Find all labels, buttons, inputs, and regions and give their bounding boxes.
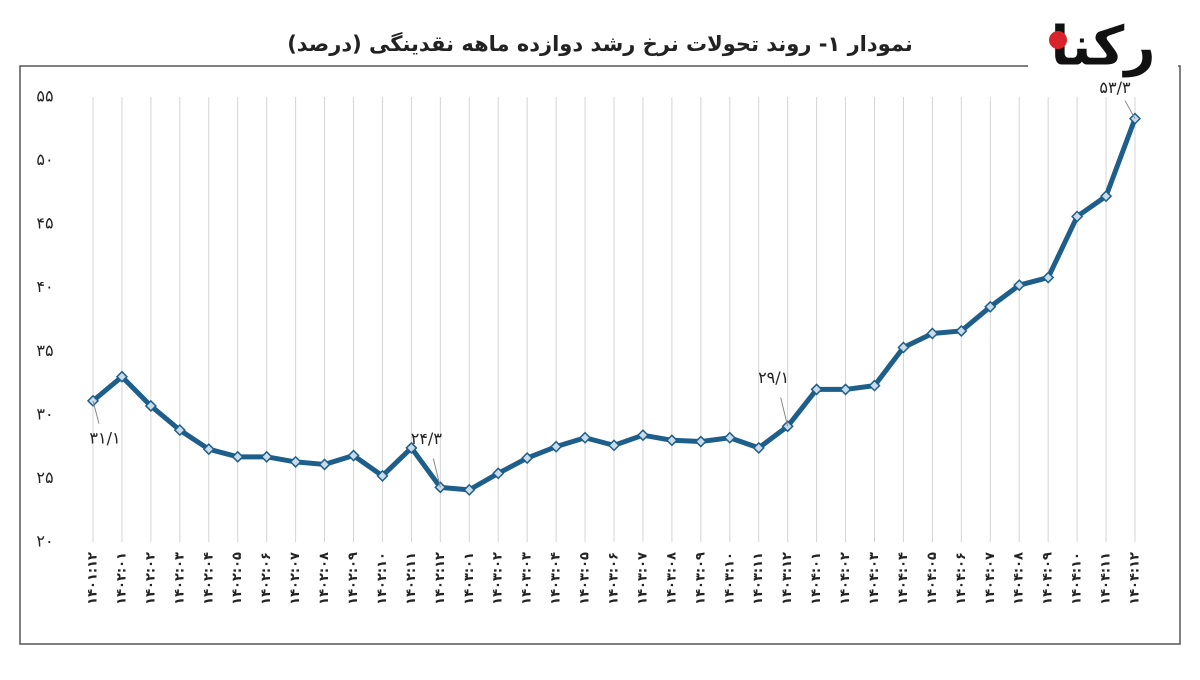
x-tick-label: ۱۴۰۲:۰۶ xyxy=(259,552,274,605)
point-marker xyxy=(636,429,650,442)
x-tick-label: ۱۴۰۴:۱۰ xyxy=(1070,552,1085,605)
point-marker xyxy=(405,441,418,454)
point-marker xyxy=(1013,279,1026,292)
point-marker xyxy=(868,379,881,392)
point-marker xyxy=(260,450,273,463)
x-tick-label: ۱۴۰۲:۰۷ xyxy=(288,552,303,605)
point-marker xyxy=(810,383,823,396)
point-marker xyxy=(202,443,215,456)
x-tick-label: ۱۴۰۲:۰۲ xyxy=(143,552,158,605)
y-tick-label: ۲۵ xyxy=(36,468,53,487)
point-marker xyxy=(289,455,302,468)
point-marker xyxy=(231,450,244,463)
point-marker xyxy=(521,452,534,465)
point-marker xyxy=(607,439,621,452)
label-leader xyxy=(780,397,789,427)
x-tick-label: ۱۴۰۴:۱۲ xyxy=(1128,552,1143,605)
label-leader xyxy=(1124,100,1136,119)
x-tick-label: ۱۴۰۴:۰۷ xyxy=(983,552,998,605)
x-tick-label: ۱۴۰۱:۱۲ xyxy=(86,552,101,605)
data-label: ۵۳/۳ xyxy=(1099,78,1131,97)
x-tick-label: ۱۴۰۲:۰۳ xyxy=(172,552,187,605)
x-tick-label: ۱۴۰۳:۰۷ xyxy=(635,552,650,605)
point-marker xyxy=(173,424,186,437)
data-label: ۲۴/۳ xyxy=(411,429,443,448)
x-tick-label: ۱۴۰۴:۰۶ xyxy=(954,552,969,605)
x-tick-label: ۱۴۰۳:۱۲ xyxy=(780,552,795,605)
logo: رکنا xyxy=(1051,15,1156,78)
x-tick-label: ۱۴۰۴:۰۹ xyxy=(1041,552,1056,605)
x-tick-label: ۱۴۰۲:۰۴ xyxy=(201,552,216,605)
x-tick-label: ۱۴۰۴:۰۲ xyxy=(838,552,853,605)
point-marker xyxy=(578,431,592,444)
point-marker xyxy=(781,420,794,433)
point-marker xyxy=(1099,190,1113,203)
y-tick-label: ۴۵ xyxy=(36,214,53,233)
x-tick-label: ۱۴۰۲:۱۲ xyxy=(433,552,448,605)
x-tick-label: ۱۴۰۳:۰۱ xyxy=(462,552,477,605)
chart-title: نمودار ۱- روند تحولات نرخ رشد دوازده ماه… xyxy=(287,31,913,56)
point-marker xyxy=(955,324,968,338)
x-tick-label: ۱۴۰۲:۰۱ xyxy=(114,552,129,605)
x-tick-label: ۱۴۰۲:۱۱ xyxy=(404,552,419,605)
point-marker xyxy=(463,483,476,496)
x-tick-label: ۱۴۰۴:۱۱ xyxy=(1099,552,1114,605)
point-marker xyxy=(115,370,129,383)
x-tick-label: ۱۴۰۲:۰۹ xyxy=(346,552,361,605)
y-tick-label: ۳۵ xyxy=(36,341,53,360)
y-tick-label: ۲۰ xyxy=(36,532,53,551)
x-tick-label: ۱۴۰۴:۰۸ xyxy=(1012,552,1027,605)
point-marker xyxy=(434,481,447,494)
y-tick-label: ۵۰ xyxy=(36,150,53,169)
x-tick-label: ۱۴۰۴:۰۴ xyxy=(896,552,911,605)
chart-frame xyxy=(19,65,1181,645)
point-marker xyxy=(550,440,563,453)
point-marker xyxy=(926,327,939,340)
x-tick-label: ۱۴۰۴:۰۳ xyxy=(867,552,882,605)
point-marker xyxy=(492,467,505,480)
point-marker xyxy=(86,394,100,407)
x-tick-label: ۱۴۰۴:۰۱ xyxy=(809,552,824,605)
x-tick-label: ۱۴۰۳:۰۸ xyxy=(664,552,679,605)
x-tick-label: ۱۴۰۲:۰۸ xyxy=(317,552,332,605)
point-marker xyxy=(839,383,852,396)
x-tick-label: ۱۴۰۲:۱۰ xyxy=(375,552,390,605)
x-tick-label: ۱۴۰۳:۰۲ xyxy=(491,552,506,605)
data-label: ۲۹/۱ xyxy=(758,368,789,387)
label-leader xyxy=(432,458,441,488)
point-marker xyxy=(665,434,678,447)
data-label: ۳۱/۱ xyxy=(89,428,120,447)
x-tick-label: ۱۴۰۳:۰۵ xyxy=(578,552,593,605)
x-tick-label: ۱۴۰۳:۰۹ xyxy=(693,552,708,605)
x-tick-label: ۱۴۰۳:۱۱ xyxy=(751,552,766,605)
point-marker xyxy=(723,431,736,444)
point-marker xyxy=(752,441,765,454)
point-marker xyxy=(376,469,389,482)
logo-dot xyxy=(1049,31,1067,49)
x-tick-label: ۱۴۰۳:۰۶ xyxy=(607,552,622,605)
x-tick-label: ۱۴۰۳:۱۰ xyxy=(722,552,737,605)
point-marker xyxy=(318,458,331,471)
label-leader xyxy=(92,400,100,424)
point-marker xyxy=(1071,210,1084,223)
x-tick-label: ۱۴۰۴:۰۵ xyxy=(925,552,940,605)
point-marker xyxy=(897,341,910,354)
y-tick-label: ۳۰ xyxy=(36,404,53,423)
x-tick-label: ۱۴۰۳:۰۴ xyxy=(549,552,564,605)
x-tick-label: ۱۴۰۲:۰۵ xyxy=(230,552,245,605)
point-marker xyxy=(1042,271,1055,284)
point-marker xyxy=(694,435,707,448)
x-tick-label: ۱۴۰۳:۰۳ xyxy=(520,552,535,605)
y-tick-label: ۴۰ xyxy=(36,277,53,296)
point-marker xyxy=(144,399,157,413)
y-tick-label: ۵۵ xyxy=(36,87,53,106)
point-marker xyxy=(347,449,360,462)
point-marker xyxy=(984,300,997,313)
